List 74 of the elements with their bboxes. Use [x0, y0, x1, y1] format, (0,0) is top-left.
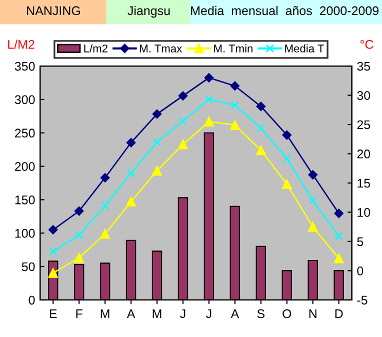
point	[126, 138, 136, 148]
point	[230, 120, 240, 130]
x-tick-label: S	[257, 309, 264, 318]
point	[74, 206, 84, 216]
y2-tick-label: 30	[357, 91, 370, 100]
y-tick-label: 150	[15, 195, 35, 204]
point	[204, 95, 214, 104]
x-tick-label: M	[100, 309, 110, 318]
point	[74, 252, 84, 263]
y-tick-label: 250	[15, 128, 35, 138]
point	[308, 222, 318, 232]
point	[308, 196, 318, 205]
y-tick-label: 300	[14, 95, 35, 104]
point	[48, 225, 58, 234]
point	[334, 208, 344, 218]
point	[230, 101, 240, 110]
point	[100, 173, 110, 182]
x-tick-label: J	[206, 309, 212, 318]
y2-tick-label: 35	[357, 62, 370, 71]
x-tick-label: M	[152, 309, 162, 318]
point	[126, 196, 136, 207]
point	[152, 109, 162, 119]
point	[178, 116, 188, 126]
chart-subtitle: Jiangsu	[128, 6, 170, 18]
text: Media mensual años 2000-2009	[191, 6, 379, 16]
x-tick-label: J	[180, 309, 186, 318]
y2-axis-title: °C	[360, 40, 374, 49]
point	[256, 124, 266, 132]
point	[100, 202, 110, 210]
point	[334, 254, 344, 264]
y2-tick-label: 25	[357, 120, 370, 130]
point	[334, 232, 343, 240]
point	[230, 81, 240, 91]
point	[204, 73, 214, 82]
point	[100, 229, 110, 239]
point	[152, 166, 162, 176]
point	[74, 230, 84, 240]
x-tick-label: N	[309, 309, 316, 318]
x-tick-label: O	[282, 309, 292, 318]
legend-label: M. Tmax	[140, 44, 182, 52]
y2-tick-label: 10	[358, 208, 370, 217]
y-tick-label: 350	[14, 62, 35, 71]
y-tick-label: 100	[15, 228, 35, 238]
x-tick-label: A	[126, 309, 136, 318]
point	[126, 168, 136, 178]
y-tick-label: 0	[28, 296, 35, 305]
y-axis-title: L/M2	[8, 40, 34, 49]
point	[282, 130, 292, 140]
y2-tick-label: 20	[357, 150, 370, 158]
point	[282, 179, 292, 190]
y2-tick-label: 0	[357, 266, 364, 276]
y2-tick-label: -5	[357, 296, 368, 305]
x-tick-label: D	[335, 309, 343, 318]
x-tick-label: F	[76, 309, 82, 318]
x-tick-label: E	[50, 309, 57, 318]
point	[178, 140, 188, 150]
point	[256, 102, 266, 112]
y2-tick-label: 15	[358, 178, 370, 188]
point	[152, 138, 162, 146]
legend-label: M. Tmin	[214, 44, 252, 52]
point	[256, 145, 266, 156]
point	[204, 116, 214, 126]
x-tick-label: A	[230, 309, 240, 318]
point	[48, 268, 58, 278]
point	[178, 91, 188, 100]
point	[48, 247, 58, 256]
y-tick-label: 50	[22, 262, 35, 272]
y-tick-label: 200	[15, 162, 35, 171]
chart-title: NANJING	[27, 6, 80, 16]
legend-label: Media T	[285, 44, 324, 52]
point	[282, 154, 292, 163]
legend-label: L/m2	[84, 44, 108, 52]
y2-tick-label: 5	[357, 237, 364, 246]
point	[308, 170, 318, 180]
